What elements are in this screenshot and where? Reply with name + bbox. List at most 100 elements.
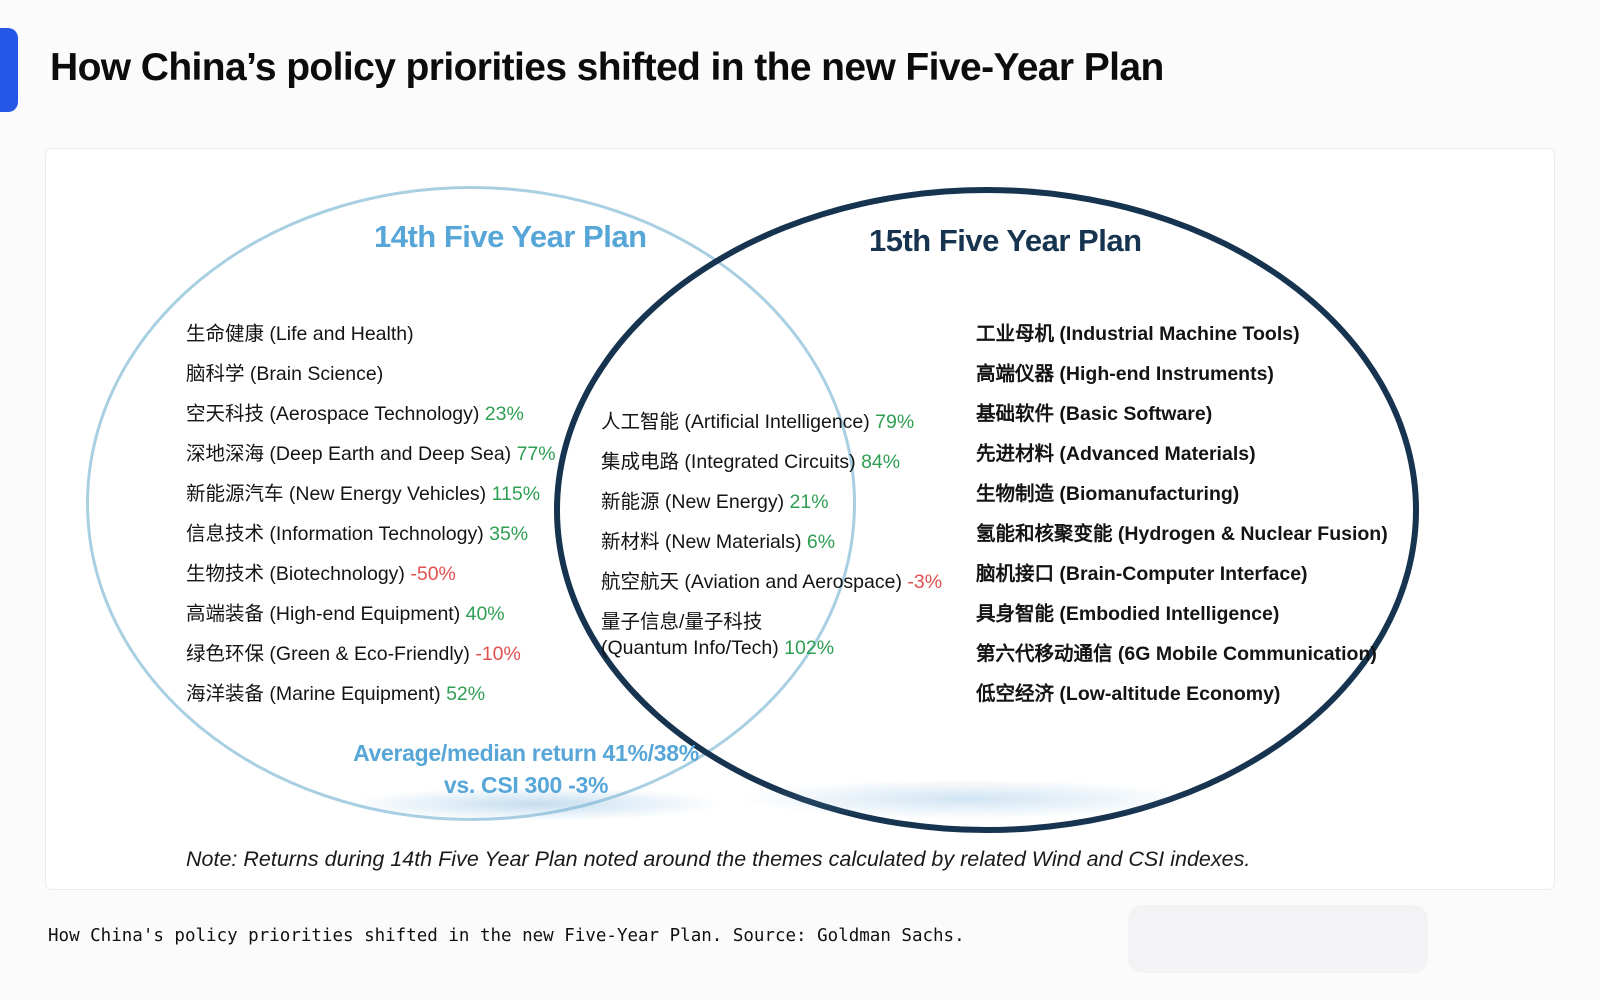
item-pct: 84% xyxy=(855,451,901,473)
theme-item: 空天科技 (Aerospace Technology) 23% xyxy=(186,401,556,427)
theme-item: 生命健康 (Life and Health) xyxy=(186,321,556,347)
item-pct: 35% xyxy=(483,523,529,545)
item-pct: 102% xyxy=(778,637,835,659)
theme-item: 人工智能 (Artificial Intelligence) 79% xyxy=(601,409,942,435)
item-en: (Marine Equipment) xyxy=(264,683,441,705)
theme-item: 集成电路 (Integrated Circuits) 84% xyxy=(601,449,942,475)
item-en: (High-end Instruments) xyxy=(1054,363,1274,385)
return-summary-line2: vs. CSI 300 -3% xyxy=(443,772,609,798)
item-zh: 生物制造 xyxy=(976,483,1055,505)
return-summary-line1: Average/median return 41%/38% xyxy=(353,740,699,766)
item-zh: 高端仪器 xyxy=(976,363,1055,385)
item-zh: 新材料 xyxy=(601,531,660,553)
item-zh: 脑科学 xyxy=(186,363,245,385)
theme-item: 先进材料 (Advanced Materials) xyxy=(976,441,1388,467)
item-zh: 空天科技 xyxy=(186,403,265,425)
item-en: (Aerospace Technology) xyxy=(264,403,480,425)
return-summary: Average/median return 41%/38% vs. CSI 30… xyxy=(296,737,756,801)
item-en: (Biomanufacturing) xyxy=(1054,483,1240,505)
item-zh: 新能源汽车 xyxy=(186,483,284,505)
theme-item: 高端仪器 (High-end Instruments) xyxy=(976,361,1388,387)
item-pct: 21% xyxy=(784,491,829,513)
item-en: (Brain Science) xyxy=(244,363,384,385)
item-en: (Life and Health) xyxy=(264,323,414,345)
item-zh: 脑机接口 xyxy=(976,563,1055,585)
theme-item: 脑机接口 (Brain-Computer Interface) xyxy=(976,561,1388,587)
item-zh: 航空航天 xyxy=(601,571,680,593)
item-pct: -10% xyxy=(469,643,521,665)
item-en: (New Energy Vehicles) xyxy=(283,483,487,505)
glow-right xyxy=(736,779,1196,819)
theme-item: 氢能和核聚变能 (Hydrogen & Nuclear Fusion) xyxy=(976,521,1388,547)
item-zh: 集成电路 xyxy=(601,451,680,473)
item-en: (Advanced Materials) xyxy=(1054,443,1256,465)
theme-item: 新材料 (New Materials) 6% xyxy=(601,529,942,555)
theme-item: 基础软件 (Basic Software) xyxy=(976,401,1388,427)
footnote: Note: Returns during 14th Five Year Plan… xyxy=(186,847,1251,871)
item-zh: 基础软件 xyxy=(976,403,1055,425)
theme-item: 脑科学 (Brain Science) xyxy=(186,361,556,387)
theme-item: 海洋装备 (Marine Equipment) 52% xyxy=(186,681,556,707)
item-zh: 信息技术 xyxy=(186,523,265,545)
item-en: (Deep Earth and Deep Sea) xyxy=(264,443,512,465)
item-zh: 第六代移动通信 xyxy=(976,643,1113,665)
theme-item: 生物技术 (Biotechnology) -50% xyxy=(186,561,556,587)
item-zh: 生命健康 xyxy=(186,323,265,345)
glow-left xyxy=(346,787,726,821)
watermark xyxy=(1128,905,1428,973)
item-en: (New Materials) xyxy=(659,531,802,553)
theme-item: 低空经济 (Low-altitude Economy) xyxy=(976,681,1388,707)
item-en: (Information Technology) xyxy=(264,523,484,545)
theme-item: 航空航天 (Aviation and Aerospace) -3% xyxy=(601,569,942,595)
item-zh: 高端装备 xyxy=(186,603,265,625)
item-zh: 量子信息/量子科技 xyxy=(601,611,763,633)
item-zh: 低空经济 xyxy=(976,683,1055,705)
list-shared-themes: 人工智能 (Artificial Intelligence) 79% 集成电路 (… xyxy=(601,409,942,661)
accent-bar xyxy=(0,28,18,112)
venn-diagram-card: 14th Five Year Plan 15th Five Year Plan … xyxy=(45,148,1555,890)
theme-item: 新能源 (New Energy) 21% xyxy=(601,489,942,515)
item-en: (Integrated Circuits) xyxy=(679,451,856,473)
item-en: (Industrial Machine Tools) xyxy=(1054,323,1300,345)
item-zh: 深地深海 xyxy=(186,443,265,465)
list-15th-only-themes: 工业母机 (Industrial Machine Tools) 高端仪器 (Hig… xyxy=(976,321,1388,707)
item-pct: -50% xyxy=(404,563,456,585)
item-en: (Low-altitude Economy) xyxy=(1054,683,1281,705)
item-en: (Green & Eco-Friendly) xyxy=(264,643,470,665)
item-pct: 23% xyxy=(479,403,524,425)
item-zh: 新能源 xyxy=(601,491,660,513)
item-en: (High-end Equipment) xyxy=(264,603,461,625)
theme-item: 信息技术 (Information Technology) 35% xyxy=(186,521,556,547)
item-zh: 先进材料 xyxy=(976,443,1055,465)
item-zh: 绿色环保 xyxy=(186,643,265,665)
item-en: (Aviation and Aerospace) xyxy=(679,571,902,593)
theme-item: 工业母机 (Industrial Machine Tools) xyxy=(976,321,1388,347)
item-pct: -3% xyxy=(901,571,943,593)
ellipse-15th-plan xyxy=(554,187,1419,833)
theme-item: 具身智能 (Embodied Intelligence) xyxy=(976,601,1388,627)
item-en: (Embodied Intelligence) xyxy=(1054,603,1280,625)
item-zh: 生物技术 xyxy=(186,563,265,585)
theme-item: 深地深海 (Deep Earth and Deep Sea) 77% xyxy=(186,441,556,467)
item-zh: 海洋装备 xyxy=(186,683,265,705)
item-zh: 氢能和核聚变能 xyxy=(976,523,1113,545)
item-zh: 工业母机 xyxy=(976,323,1055,345)
theme-item: 量子信息/量子科技 (Quantum Info/Tech) 102% xyxy=(601,609,942,661)
item-pct: 115% xyxy=(486,483,541,505)
item-en: (New Energy) xyxy=(659,491,785,513)
theme-item: 高端装备 (High-end Equipment) 40% xyxy=(186,601,556,627)
item-zh: 人工智能 xyxy=(601,411,680,433)
image-caption: How China's policy priorities shifted in… xyxy=(48,926,965,946)
item-pct: 6% xyxy=(801,531,836,553)
item-en: (Biotechnology) xyxy=(264,563,405,585)
item-en: (6G Mobile Communication) xyxy=(1112,643,1377,665)
item-en: (Quantum Info/Tech) xyxy=(601,637,779,659)
theme-item: 新能源汽车 (New Energy Vehicles) 115% xyxy=(186,481,556,507)
theme-item: 第六代移动通信 (6G Mobile Communication) xyxy=(976,641,1388,667)
theme-item: 生物制造 (Biomanufacturing) xyxy=(976,481,1388,507)
list-14th-only-themes: 生命健康 (Life and Health) 脑科学 (Brain Science… xyxy=(186,321,556,707)
item-pct: 77% xyxy=(511,443,556,465)
title-15th-five-year-plan: 15th Five Year Plan xyxy=(869,223,1142,258)
theme-item: 绿色环保 (Green & Eco-Friendly) -10% xyxy=(186,641,556,667)
item-en: (Hydrogen & Nuclear Fusion) xyxy=(1112,523,1388,545)
